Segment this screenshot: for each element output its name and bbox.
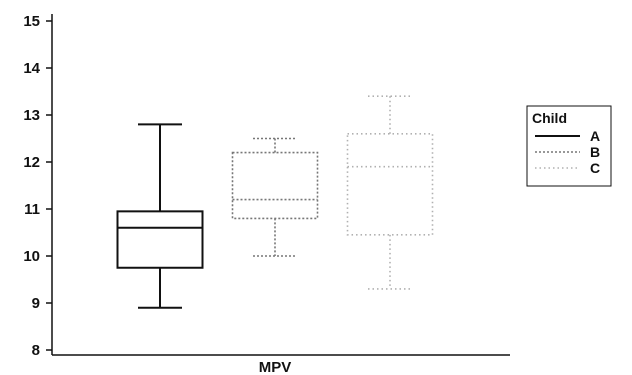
- box-series-a: [116, 123, 204, 309]
- legend-entries: ABC: [535, 128, 600, 176]
- legend-label-c: C: [590, 160, 600, 176]
- legend-frame: [526, 105, 612, 187]
- y-tick-label: 12: [23, 154, 40, 171]
- x-axis-label: MPV: [259, 359, 292, 375]
- legend-label-a: A: [590, 128, 600, 144]
- y-tick-label: 11: [24, 201, 40, 218]
- legend-label-b: B: [590, 144, 600, 160]
- iqr-box: [231, 151, 319, 220]
- y-tick-label: 10: [23, 248, 40, 265]
- y-tick-label: 13: [23, 107, 40, 124]
- box-series-group: [116, 95, 434, 309]
- iqr-box: [346, 133, 434, 236]
- y-ticks: 8 9 10 11 12 13 14 15: [23, 13, 52, 359]
- legend-title: Child: [532, 110, 567, 126]
- legend: Child ABC: [526, 105, 612, 187]
- axes: 8 9 10 11 12 13 14 15 MPV: [23, 13, 510, 375]
- iqr-box: [116, 210, 204, 269]
- y-tick-label: 14: [23, 60, 40, 77]
- y-tick-label: 15: [23, 13, 40, 30]
- y-tick-label: 9: [32, 295, 40, 312]
- box-series-c: [346, 95, 434, 290]
- box-series-b: [231, 137, 319, 257]
- y-tick-label: 8: [32, 342, 40, 359]
